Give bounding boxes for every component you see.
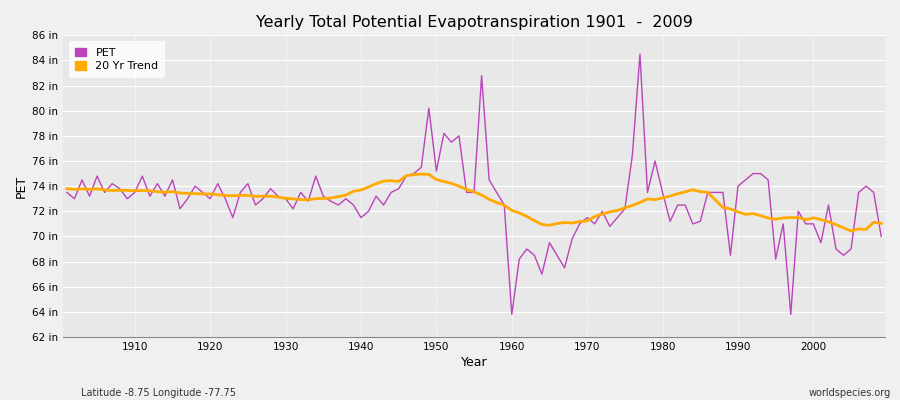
Legend: PET, 20 Yr Trend: PET, 20 Yr Trend <box>68 41 166 78</box>
Text: Latitude -8.75 Longitude -77.75: Latitude -8.75 Longitude -77.75 <box>81 388 236 398</box>
Y-axis label: PET: PET <box>15 174 28 198</box>
X-axis label: Year: Year <box>461 356 488 369</box>
Title: Yearly Total Potential Evapotranspiration 1901  -  2009: Yearly Total Potential Evapotranspiratio… <box>256 15 692 30</box>
Text: worldspecies.org: worldspecies.org <box>809 388 891 398</box>
